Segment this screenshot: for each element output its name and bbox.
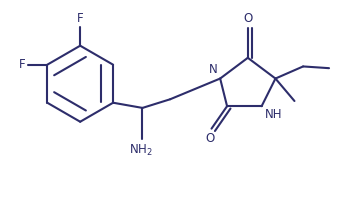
Text: NH: NH xyxy=(265,108,282,121)
Text: NH$_2$: NH$_2$ xyxy=(129,142,153,158)
Text: O: O xyxy=(205,132,214,145)
Text: O: O xyxy=(243,12,252,25)
Text: F: F xyxy=(77,12,84,25)
Text: N: N xyxy=(209,63,217,76)
Text: F: F xyxy=(19,58,26,71)
